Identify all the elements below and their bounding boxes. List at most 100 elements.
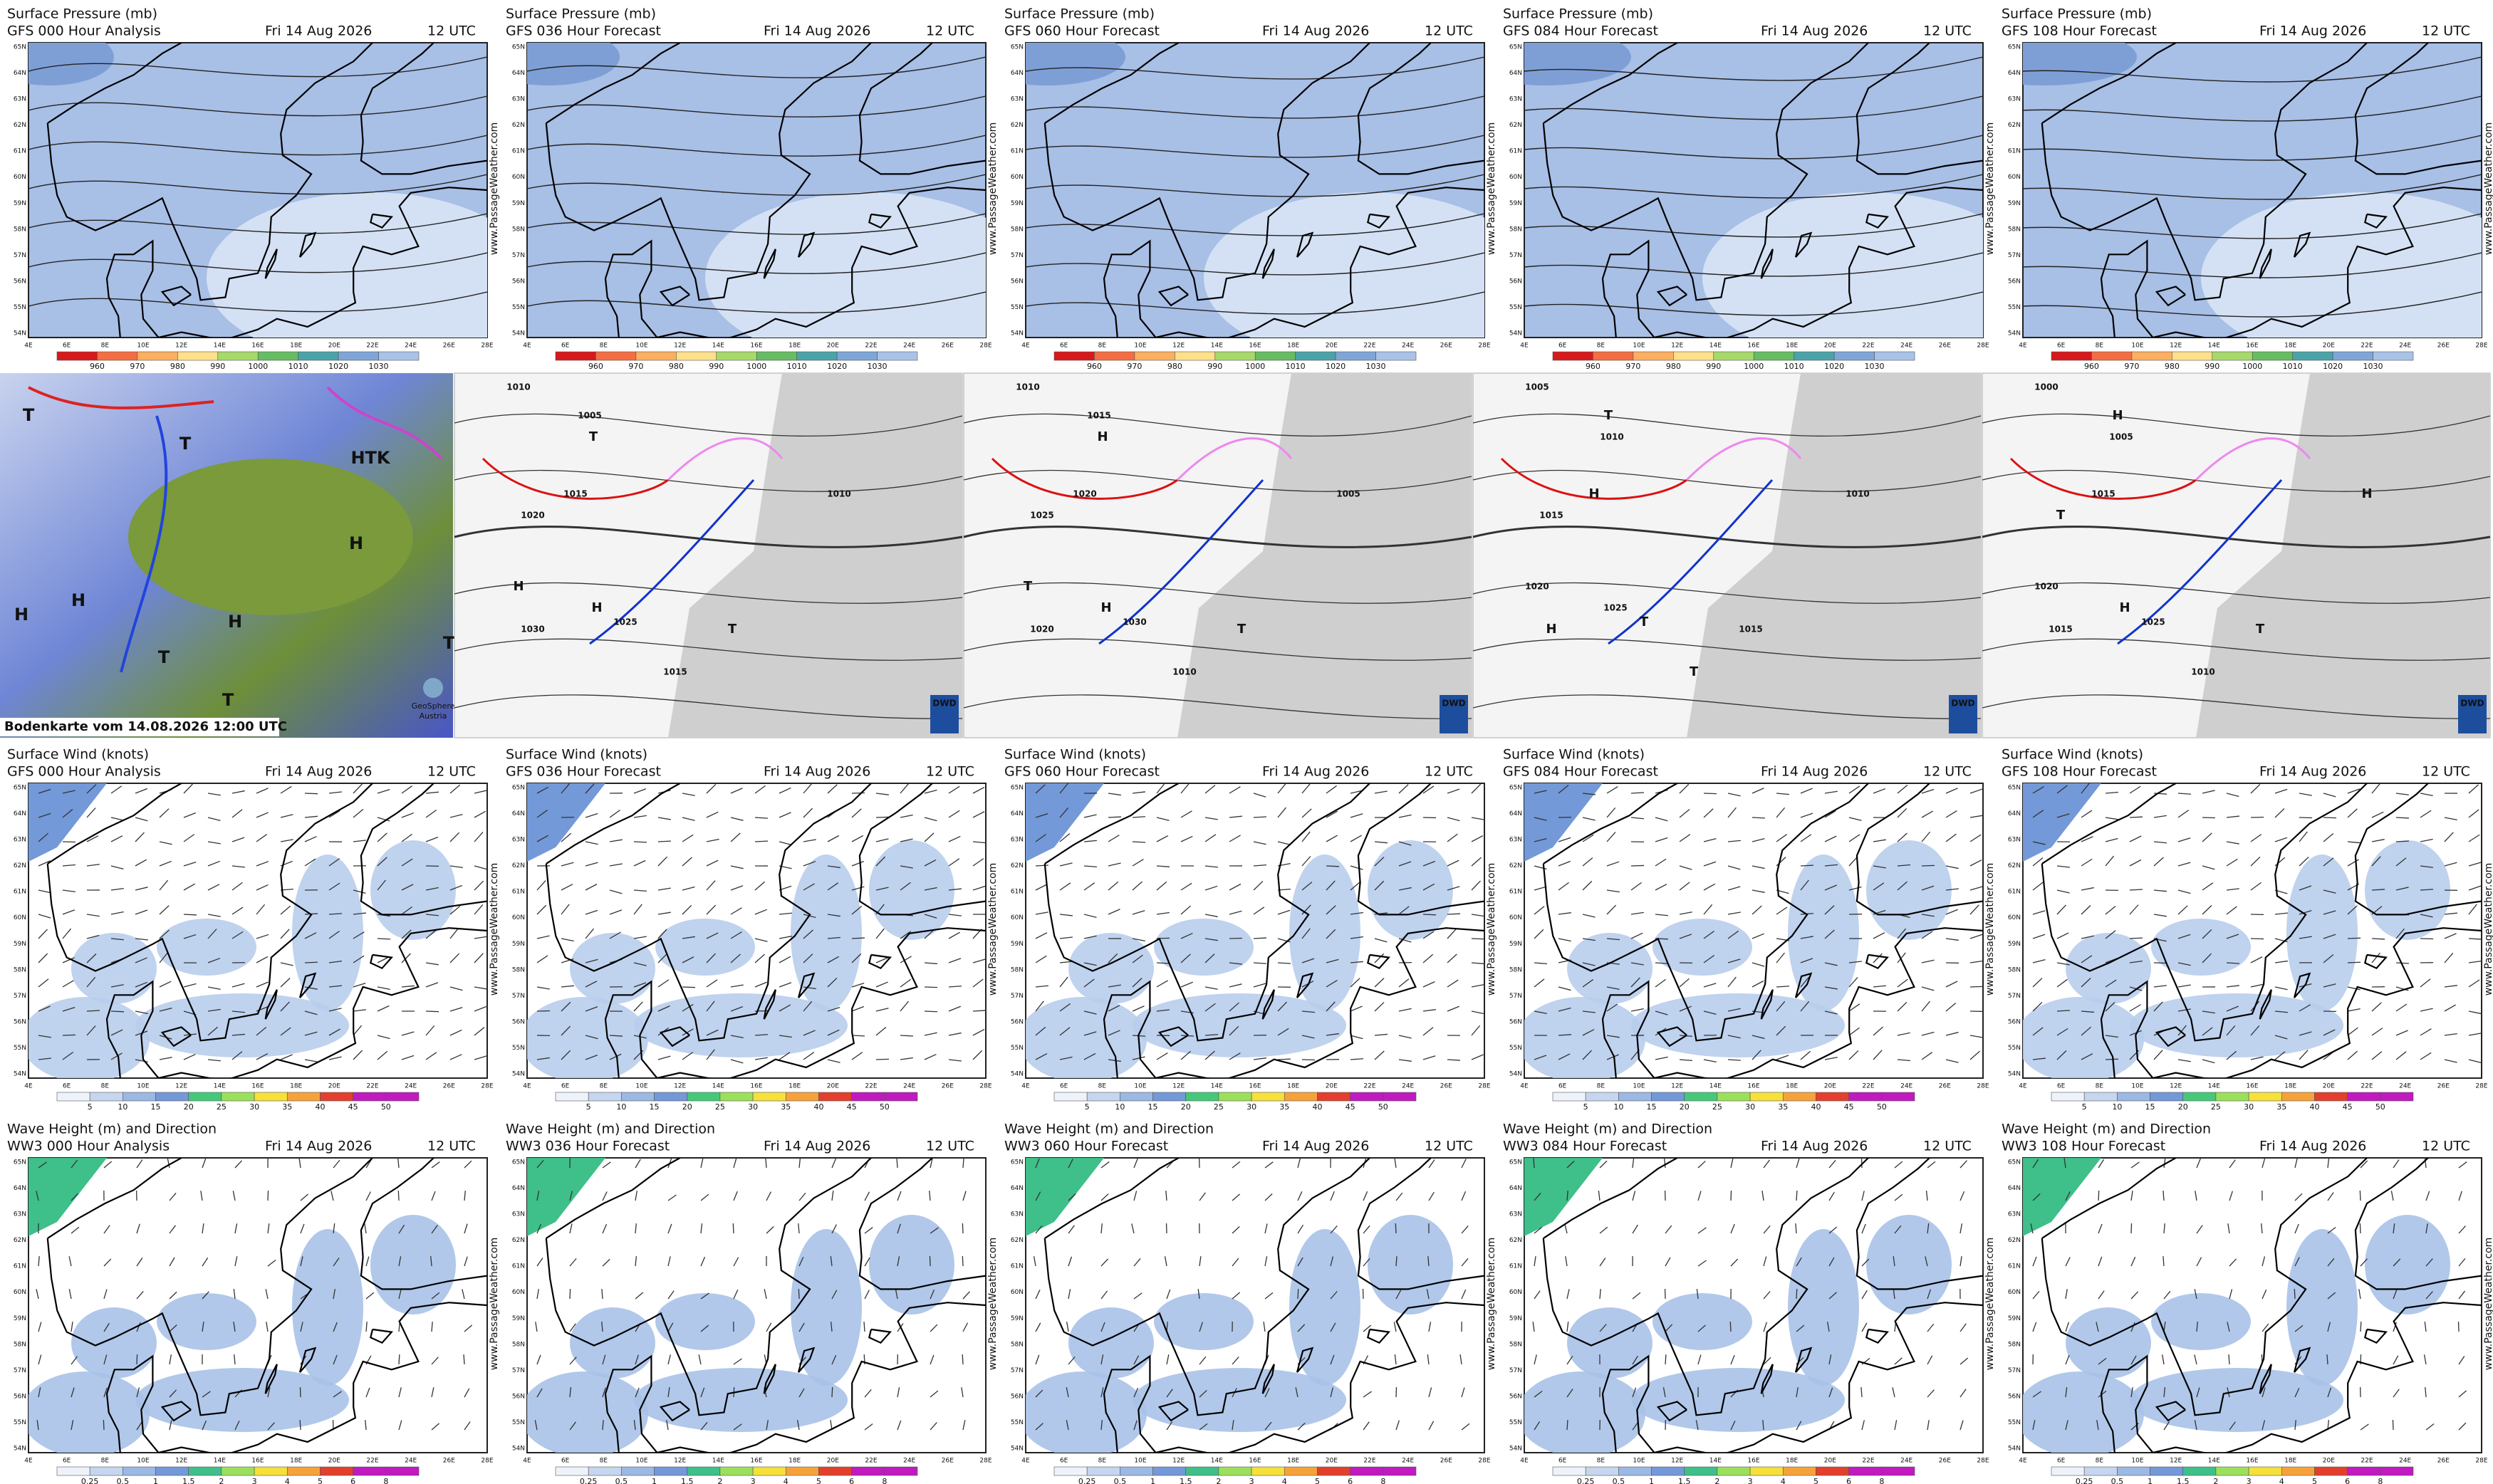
wind-barb xyxy=(2129,937,2143,939)
sea-field xyxy=(1289,1229,1360,1386)
wind-barb xyxy=(900,838,913,842)
wind-barb xyxy=(159,808,170,818)
pressure-center: T xyxy=(1024,579,1033,594)
wind-barb xyxy=(474,790,487,794)
wind-barb xyxy=(1655,858,1667,867)
wind-barb xyxy=(803,839,816,842)
wind-barb xyxy=(1301,1010,1315,1013)
high-field xyxy=(28,1158,107,1236)
wave-arrow xyxy=(536,1191,540,1201)
wave-arrow xyxy=(930,1289,935,1300)
isobar xyxy=(963,469,1472,492)
sea-field xyxy=(2365,1215,2450,1315)
colorbar-label: 1020 xyxy=(827,362,847,371)
lon-label: 16E xyxy=(2246,1083,2258,1090)
wave-arrow xyxy=(1363,1391,1372,1398)
wind-barb xyxy=(2153,857,2164,867)
wind-barb xyxy=(1727,1035,1741,1039)
colorbar-cell xyxy=(877,351,918,361)
wind-barb xyxy=(2226,858,2238,867)
lon-label: 18E xyxy=(1786,343,1798,350)
colorbar-cell xyxy=(654,1466,688,1476)
wave-arrow xyxy=(38,1255,40,1267)
wave-arrow xyxy=(1730,1354,1735,1365)
colorbar-cell xyxy=(756,351,797,361)
wind-barb xyxy=(2323,910,2336,915)
panel-time: 12 UTC xyxy=(1425,764,1473,780)
colorbar-cell xyxy=(1753,351,1794,361)
wind-barb xyxy=(159,952,168,963)
wave-arrow xyxy=(2262,1420,2266,1431)
wave-arrow xyxy=(136,1258,143,1267)
colorbar-cell xyxy=(1383,1466,1417,1476)
wind-barb xyxy=(280,929,290,939)
lat-label: 54N xyxy=(14,1446,26,1453)
lat-label: 54N xyxy=(1509,330,1522,338)
wind-barb xyxy=(1180,810,1192,818)
wave-arrow xyxy=(232,1191,236,1201)
wind-barb xyxy=(803,1000,813,1012)
wind-barb xyxy=(1301,1035,1315,1039)
wind-barb xyxy=(377,832,387,842)
wind-barb xyxy=(1204,1050,1215,1060)
wind-barb xyxy=(1108,984,1121,988)
wind-barb xyxy=(2129,1030,2142,1036)
caption: Bodenkarte vom 14.08.2026 12:00 UTC xyxy=(4,719,287,734)
wave-arrow xyxy=(1133,1292,1143,1300)
wind-barb xyxy=(1630,911,1644,915)
wave-arrow xyxy=(1232,1193,1241,1201)
lat-label: 65N xyxy=(512,785,525,792)
wind-barb xyxy=(609,839,623,842)
wind-barb xyxy=(972,885,986,891)
lon-label: 12E xyxy=(2170,343,2182,350)
wind-barb xyxy=(1035,1000,1044,1012)
sea-field xyxy=(1788,1229,1859,1386)
wave-arrow xyxy=(365,1387,370,1398)
wind-barb xyxy=(62,1007,76,1012)
wind-barb xyxy=(2420,1028,2432,1036)
lon-label: 16E xyxy=(1249,1458,1261,1465)
wind-barb xyxy=(657,911,671,915)
wind-barb xyxy=(1776,952,1785,963)
wind-barb xyxy=(425,791,439,794)
lat-label: 56N xyxy=(2008,278,2021,285)
lon-label: 4E xyxy=(523,1458,531,1465)
watermark: www.PassageWeather.com xyxy=(987,122,999,256)
sea-field xyxy=(1524,997,1645,1078)
wave-arrow xyxy=(1894,1193,1903,1201)
wave-arrow xyxy=(1330,1291,1338,1300)
wave-arrow xyxy=(1100,1258,1109,1267)
lon-label: 26E xyxy=(942,343,954,350)
wind-barb xyxy=(536,1057,550,1060)
wind-barb xyxy=(231,983,245,988)
wind-barb xyxy=(851,1005,865,1012)
wave-arrow xyxy=(333,1391,342,1398)
wind-barb xyxy=(2323,934,2336,939)
wave-arrow xyxy=(1927,1289,1932,1300)
colorbar-cell xyxy=(1053,1466,1088,1476)
colorbar-cell xyxy=(1848,1092,1883,1102)
panel-date: Fri 14 Aug 2026 xyxy=(764,764,870,780)
wind-barb xyxy=(425,914,439,916)
wind-barb xyxy=(1776,807,1786,818)
colorbar-cell xyxy=(1094,351,1135,361)
wave-arrow xyxy=(300,1322,303,1332)
wind-barb xyxy=(38,889,51,894)
lon-label: 14E xyxy=(214,1083,226,1090)
wind-barb xyxy=(353,808,364,818)
lat-label: 65N xyxy=(1011,785,1024,792)
wave-arrow xyxy=(2032,1420,2036,1431)
wind-barb xyxy=(1703,954,1715,963)
colorbar-label: 1.5 xyxy=(182,1477,195,1484)
wave-arrow xyxy=(431,1161,440,1169)
lat-label: 62N xyxy=(1509,1237,1522,1244)
isobar xyxy=(963,526,1472,548)
wind-barb xyxy=(2468,809,2479,818)
wave-arrow xyxy=(2360,1423,2369,1431)
coastline xyxy=(46,43,487,338)
wave-arrow xyxy=(2130,1223,2133,1234)
wind-barb xyxy=(1108,862,1121,867)
wave-arrow xyxy=(431,1387,434,1398)
wave-arrow xyxy=(2163,1421,2170,1431)
pressure-center: H xyxy=(2119,600,2130,615)
